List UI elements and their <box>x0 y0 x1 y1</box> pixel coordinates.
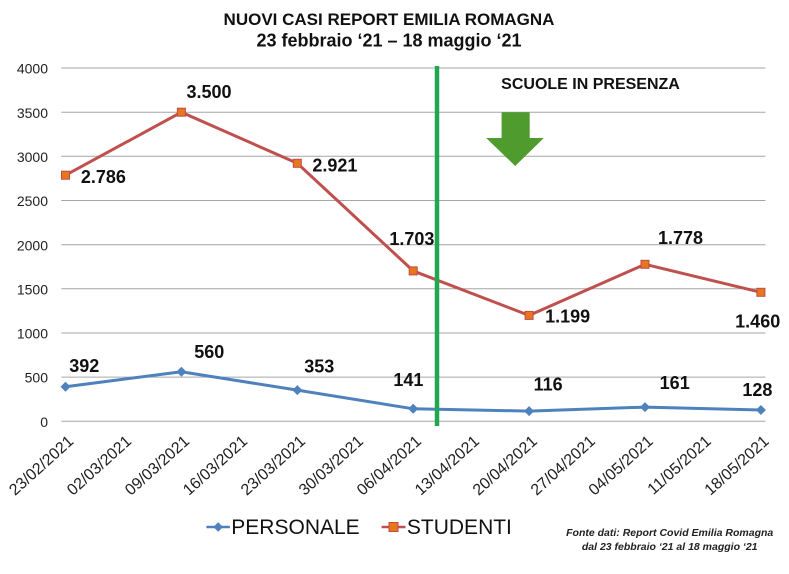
svg-text:3500: 3500 <box>17 105 48 121</box>
svg-text:dal 23 febbraio ‘21 al 18 magg: dal 23 febbraio ‘21 al 18 maggio ‘21 <box>582 541 758 553</box>
svg-text:1.703: 1.703 <box>389 229 434 249</box>
svg-text:4000: 4000 <box>17 61 48 77</box>
svg-text:0: 0 <box>40 414 48 430</box>
svg-text:23 febbraio ‘21 – 18 maggio ‘2: 23 febbraio ‘21 – 18 maggio ‘21 <box>256 31 521 51</box>
svg-text:500: 500 <box>25 370 49 386</box>
svg-text:3.500: 3.500 <box>186 82 231 102</box>
svg-text:1.199: 1.199 <box>545 306 590 326</box>
svg-text:392: 392 <box>69 356 99 376</box>
svg-text:PERSONALE: PERSONALE <box>231 516 359 539</box>
svg-text:STUDENTI: STUDENTI <box>407 516 512 539</box>
svg-text:2.786: 2.786 <box>81 167 126 187</box>
svg-text:2000: 2000 <box>17 237 48 253</box>
svg-text:3000: 3000 <box>17 149 48 165</box>
svg-text:116: 116 <box>534 374 563 394</box>
svg-text:1.778: 1.778 <box>658 228 703 248</box>
svg-text:SCUOLE IN PRESENZA: SCUOLE IN PRESENZA <box>501 76 680 93</box>
svg-text:2500: 2500 <box>17 193 48 209</box>
svg-text:Fonte dati: Report Covid Emili: Fonte dati: Report Covid Emilia Romagna <box>566 527 773 539</box>
svg-text:2.921: 2.921 <box>312 156 357 176</box>
svg-text:353: 353 <box>304 356 334 376</box>
svg-text:1.460: 1.460 <box>735 312 780 332</box>
svg-text:560: 560 <box>194 342 224 362</box>
svg-text:141: 141 <box>393 370 423 390</box>
svg-text:1500: 1500 <box>17 281 48 297</box>
svg-text:1000: 1000 <box>17 326 48 342</box>
svg-text:NUOVI CASI REPORT EMILIA ROMAG: NUOVI CASI REPORT EMILIA ROMAGNA <box>224 10 555 29</box>
svg-text:128: 128 <box>742 380 772 400</box>
svg-text:161: 161 <box>660 373 690 393</box>
